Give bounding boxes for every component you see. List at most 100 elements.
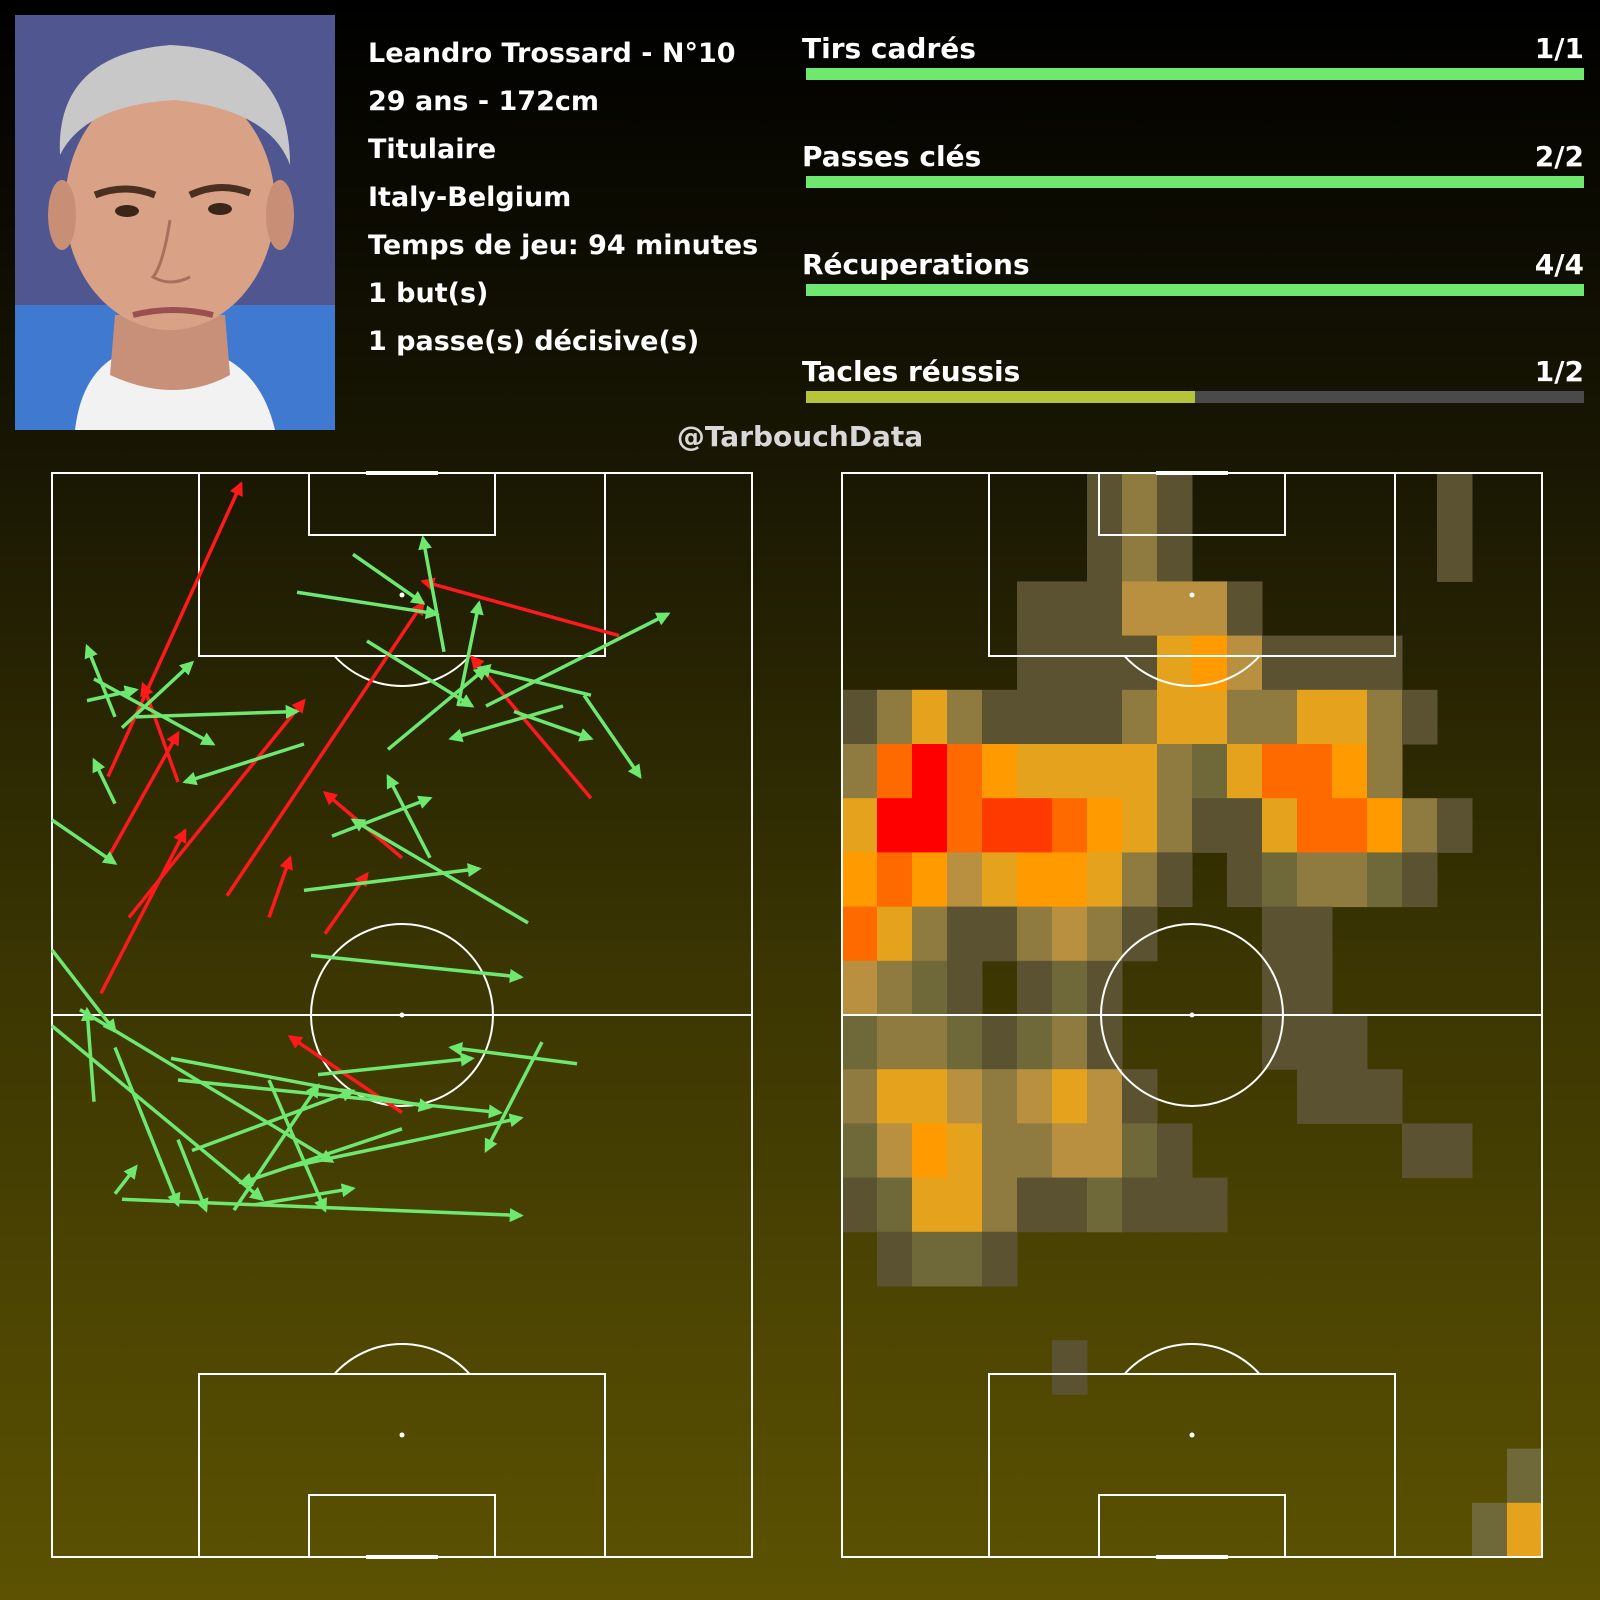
heatmap-cell bbox=[1052, 581, 1088, 637]
penalty-spot-top bbox=[1189, 592, 1195, 598]
heatmap-cell bbox=[1332, 852, 1368, 908]
heatmap-cell bbox=[1052, 1015, 1088, 1070]
heatmap-cell bbox=[1192, 744, 1228, 799]
successful-pass-arrow bbox=[50, 948, 117, 1034]
heatmap-cell bbox=[1402, 852, 1438, 908]
heatmap-cell bbox=[1087, 473, 1123, 528]
heatmap-cell bbox=[1402, 689, 1438, 745]
heatmap-cell bbox=[1087, 1177, 1123, 1233]
heatmap-cell bbox=[1122, 527, 1158, 582]
heatmap-cell bbox=[982, 689, 1018, 745]
heatmap-cell bbox=[1192, 1177, 1228, 1233]
heatmap-cell bbox=[842, 1177, 878, 1233]
heatmap-cell bbox=[842, 1123, 878, 1179]
goal-area-bottom bbox=[1098, 1494, 1286, 1558]
heatmap-cell bbox=[877, 689, 913, 745]
heatmap-cell bbox=[1017, 1177, 1053, 1233]
heatmap-cell bbox=[982, 798, 1018, 853]
successful-pass-arrow bbox=[267, 1079, 328, 1213]
heatmap-cell bbox=[1227, 798, 1263, 853]
heatmap-cell bbox=[947, 1231, 983, 1287]
heatmap-cell bbox=[1052, 635, 1088, 691]
heatmap-cell bbox=[947, 1015, 983, 1070]
heatmap-cell bbox=[1157, 744, 1193, 799]
stat-value: 1/1 bbox=[1534, 32, 1584, 65]
heatmap-cell bbox=[877, 852, 913, 908]
successful-pass-arrow bbox=[80, 1006, 96, 1102]
heatmap-cell bbox=[947, 798, 983, 853]
penalty-arc-top bbox=[333, 655, 471, 687]
successful-pass-arrow bbox=[113, 1046, 181, 1208]
heatmap-cell bbox=[982, 1123, 1018, 1179]
successful-pass-arrow bbox=[484, 1041, 544, 1153]
failed-pass-arrow bbox=[106, 481, 243, 778]
heatmap-cell bbox=[1367, 1069, 1403, 1124]
heatmap-cell bbox=[1157, 527, 1193, 582]
heatmap-cell bbox=[982, 744, 1018, 799]
failed-pass-arrow bbox=[267, 855, 293, 919]
heatmap-cell bbox=[1087, 906, 1123, 962]
penalty-arc-bottom bbox=[1123, 1343, 1261, 1375]
heatmap-cell bbox=[1297, 1069, 1333, 1124]
successful-pass-arrow bbox=[386, 774, 432, 859]
heatmap-cell bbox=[912, 906, 948, 962]
heatmap-cell bbox=[877, 960, 913, 1016]
successful-pass-arrow bbox=[303, 863, 482, 893]
penalty-box-bottom bbox=[198, 1373, 606, 1558]
heatmap-cell bbox=[1052, 852, 1088, 908]
successful-pass-arrow bbox=[448, 1042, 578, 1066]
heatmap-cell bbox=[1122, 473, 1158, 528]
heatmap-cell bbox=[1437, 798, 1473, 853]
heatmap bbox=[841, 471, 1543, 1559]
centre-circle bbox=[310, 923, 494, 1107]
stat-bar bbox=[806, 391, 1584, 403]
heatmap-cell bbox=[1367, 635, 1403, 691]
heatmap-cell bbox=[1297, 689, 1333, 745]
heatmap-cell bbox=[947, 689, 983, 745]
stat-label: Passes clés bbox=[802, 140, 982, 173]
failed-pass-arrow bbox=[225, 600, 425, 897]
heatmap-cell bbox=[842, 1015, 878, 1070]
player-name: Leandro Trossard - N°10 bbox=[368, 38, 736, 69]
failed-pass-arrow bbox=[420, 577, 620, 638]
successful-pass-arrow bbox=[232, 1083, 320, 1212]
heatmap-cell bbox=[1017, 635, 1053, 691]
stat-bar bbox=[806, 68, 1584, 80]
heatmap-cell bbox=[1157, 473, 1193, 528]
player-status: Titulaire bbox=[368, 134, 497, 165]
centre-circle bbox=[1100, 923, 1284, 1107]
heatmap-cell bbox=[1297, 852, 1333, 908]
stat-bar bbox=[806, 284, 1584, 296]
heatmap-cell bbox=[1087, 1069, 1123, 1124]
penalty-spot-bottom bbox=[1189, 1432, 1195, 1438]
stat-value: 2/2 bbox=[1534, 140, 1584, 173]
heatmap-cell bbox=[912, 852, 948, 908]
heatmap-cell bbox=[1122, 852, 1158, 908]
heatmap-cell bbox=[1472, 1502, 1508, 1558]
heatmap-cell bbox=[842, 852, 878, 908]
heatmap-cell bbox=[1157, 852, 1193, 908]
heatmap-cell bbox=[912, 689, 948, 745]
successful-pass-arrow bbox=[296, 590, 440, 620]
heatmap-cell bbox=[1402, 1123, 1438, 1179]
heatmap-cell bbox=[842, 689, 878, 745]
heatmap-cell bbox=[877, 744, 913, 799]
heatmap-cell bbox=[982, 1177, 1018, 1233]
heatmap-cell bbox=[982, 852, 1018, 908]
successful-pass-arrow bbox=[448, 704, 564, 743]
successful-pass-arrow bbox=[317, 1052, 475, 1077]
heatmap-cell bbox=[982, 1231, 1018, 1287]
heatmap-cell bbox=[982, 906, 1018, 962]
heatmap-cells bbox=[842, 473, 1543, 1558]
stat-bar-fill bbox=[806, 68, 1584, 80]
heatmap-cell bbox=[877, 906, 913, 962]
heatmap-cell bbox=[1017, 798, 1053, 853]
heatmap-cell bbox=[947, 1069, 983, 1124]
heatmap-cell bbox=[912, 798, 948, 853]
successful-pass-arrow bbox=[289, 1113, 524, 1169]
heatmap-cell bbox=[1262, 689, 1298, 745]
heatmap-cell bbox=[912, 1123, 948, 1179]
centre-spot bbox=[1189, 1012, 1195, 1018]
heatmap-cell bbox=[1122, 744, 1158, 799]
pitch-lines bbox=[51, 471, 753, 1559]
